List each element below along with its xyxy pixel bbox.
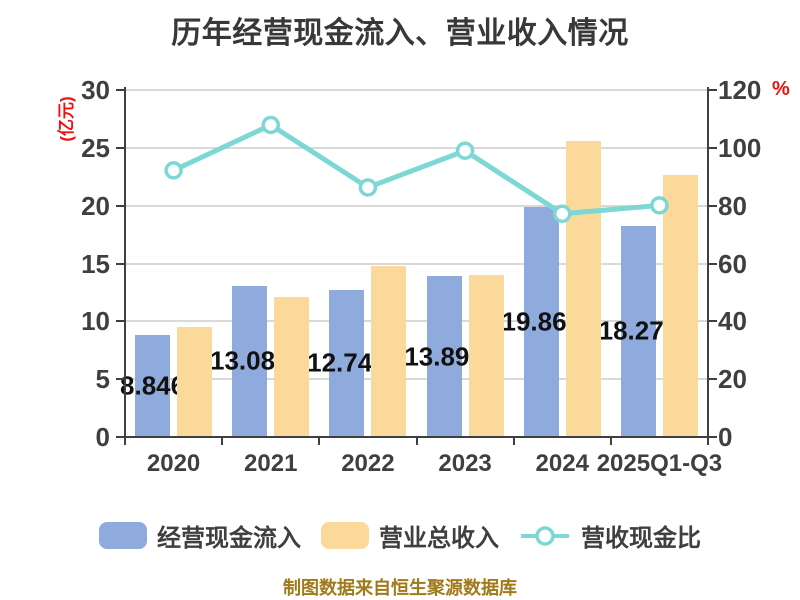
x-axis-tick xyxy=(609,437,612,445)
right-axis-tick-label: 120 xyxy=(718,75,762,105)
left-axis-tick xyxy=(116,204,124,207)
right-axis-tick-label: 60 xyxy=(718,248,747,279)
legend-item-operating-cash: 经营现金流入 xyxy=(99,518,301,553)
cash-bar-value-label: 8.846 xyxy=(120,370,186,401)
left-axis-unit-label: (亿元) xyxy=(57,96,76,142)
x-axis-tick xyxy=(221,437,224,445)
right-axis-unit-label: % xyxy=(772,78,790,100)
cash-bar-2025Q1-Q3 xyxy=(620,225,656,437)
right-axis-tick-label: 80 xyxy=(718,190,747,221)
right-axis-tick xyxy=(709,262,717,265)
right-axis-tick-label: 20 xyxy=(718,364,747,395)
x-axis-tick xyxy=(318,437,321,445)
cash-bar-2021 xyxy=(232,285,268,437)
left-axis-tick xyxy=(116,320,124,323)
x-axis-tick xyxy=(124,437,126,445)
gridline xyxy=(125,378,708,381)
legend-line-marker-icon xyxy=(521,525,569,546)
x-axis-tick xyxy=(415,437,418,445)
right-axis-tick-label: 100 xyxy=(718,132,762,163)
right-axis-tick xyxy=(709,436,717,438)
x-axis-category-label: 2025Q1-Q3 xyxy=(596,450,723,477)
revenue-bar-2020 xyxy=(177,326,213,437)
right-axis-line xyxy=(707,87,709,438)
legend-swatch-total-revenue xyxy=(321,522,369,549)
legend-label-cash-ratio: 营收现金比 xyxy=(581,525,701,552)
x-axis-tick xyxy=(707,437,709,445)
revenue-bar-2022 xyxy=(371,265,407,437)
left-axis-tick xyxy=(116,262,124,265)
legend-item-cash-ratio: 营收现金比 xyxy=(519,518,701,553)
x-axis-category-label: 2023 xyxy=(438,450,492,477)
legend-item-total-revenue: 营业总收入 xyxy=(321,518,499,553)
revenue-bar-2021 xyxy=(274,296,310,437)
cash-bar-2022 xyxy=(329,289,365,437)
left-axis-tick-label: 5 xyxy=(95,364,110,395)
x-axis-category-label: 2022 xyxy=(341,450,395,477)
x-axis-category-label: 2021 xyxy=(244,450,298,477)
right-axis-tick xyxy=(709,378,717,381)
left-axis-tick-label: 30 xyxy=(81,75,110,105)
gridline xyxy=(125,262,708,265)
gridline xyxy=(125,204,708,207)
legend: 经营现金流入 营业总收入 营收现金比 xyxy=(0,518,800,553)
left-axis-tick-label: 0 xyxy=(95,422,110,452)
left-axis-tick-label: 15 xyxy=(81,248,110,279)
left-axis-tick-label: 25 xyxy=(81,132,110,163)
left-axis-tick-label: 10 xyxy=(81,306,110,337)
right-axis-tick-label: 0 xyxy=(718,422,733,452)
data-source-note: 制图数据来自恒生聚源数据库 xyxy=(283,578,517,598)
cash-bar-2024 xyxy=(523,207,559,437)
left-axis-line xyxy=(124,87,126,438)
left-axis-tick xyxy=(116,89,124,91)
legend-label-total-revenue: 营业总收入 xyxy=(379,525,499,552)
right-axis-tick xyxy=(709,204,717,207)
gridline xyxy=(125,146,708,149)
right-axis-tick xyxy=(709,320,717,323)
x-axis-tick xyxy=(512,437,515,445)
right-axis-tick xyxy=(709,146,717,149)
legend-label-operating-cash: 经营现金流入 xyxy=(157,525,301,552)
cash-bar-2023 xyxy=(426,276,462,437)
left-axis-tick xyxy=(116,436,124,438)
right-axis-tick-label: 40 xyxy=(718,306,747,337)
legend-swatch-operating-cash xyxy=(99,522,147,549)
cash-bar-2020 xyxy=(135,334,171,437)
gridline xyxy=(125,89,708,91)
x-axis-category-label: 2020 xyxy=(146,450,201,477)
revenue-bar-2025Q1-Q3 xyxy=(662,174,698,437)
revenue-bar-2023 xyxy=(468,274,504,437)
revenue-bar-2024 xyxy=(565,140,601,437)
x-axis-category-label: 2024 xyxy=(535,450,589,477)
left-axis-tick xyxy=(116,378,124,381)
chart-title: 历年经营现金流入、营业收入情况 xyxy=(171,17,629,50)
left-axis-tick-label: 20 xyxy=(81,190,110,221)
right-axis-tick xyxy=(709,89,717,91)
gridline xyxy=(125,320,708,323)
left-axis-tick xyxy=(116,146,124,149)
